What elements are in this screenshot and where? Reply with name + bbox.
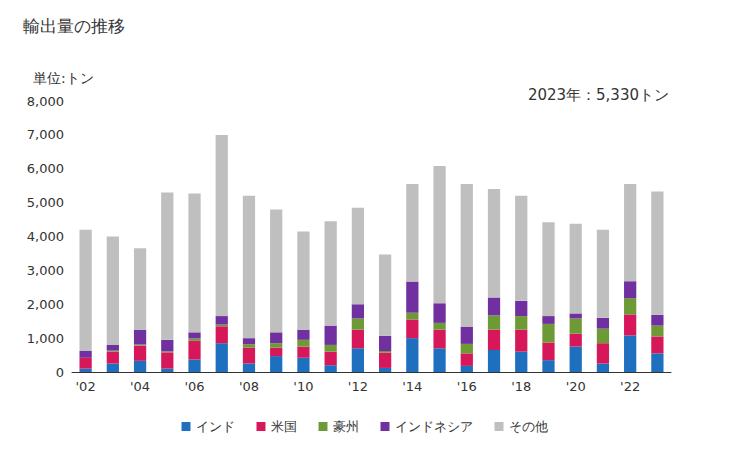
svg-text:'16: '16 xyxy=(457,379,477,394)
svg-text:インドネシア: インドネシア xyxy=(395,419,473,434)
svg-text:0: 0 xyxy=(56,365,64,380)
svg-text:6,000: 6,000 xyxy=(27,161,64,176)
svg-text:'10: '10 xyxy=(293,379,313,394)
svg-text:'06: '06 xyxy=(184,379,204,394)
svg-text:'18: '18 xyxy=(511,379,531,394)
svg-text:3,000: 3,000 xyxy=(27,263,64,278)
svg-text:'20: '20 xyxy=(566,379,586,394)
svg-text:2023年：5,330トン: 2023年：5,330トン xyxy=(528,86,669,104)
svg-text:その他: その他 xyxy=(509,419,548,434)
svg-text:豪州: 豪州 xyxy=(333,419,359,434)
svg-text:米国: 米国 xyxy=(271,419,297,434)
svg-text:'08: '08 xyxy=(239,379,259,394)
svg-text:1,000: 1,000 xyxy=(27,331,64,346)
svg-text:インド: インド xyxy=(196,419,235,434)
svg-text:'02: '02 xyxy=(76,379,96,394)
svg-text:4,000: 4,000 xyxy=(27,229,64,244)
svg-text:'22: '22 xyxy=(620,379,640,394)
svg-text:2,000: 2,000 xyxy=(27,297,64,312)
svg-text:8,000: 8,000 xyxy=(27,94,64,109)
svg-text:7,000: 7,000 xyxy=(27,127,64,142)
svg-text:'14: '14 xyxy=(402,379,422,394)
svg-text:単位:トン: 単位:トン xyxy=(33,70,94,86)
svg-text:'12: '12 xyxy=(348,379,368,394)
svg-text:'04: '04 xyxy=(130,379,150,394)
svg-text:輸出量の推移: 輸出量の推移 xyxy=(23,16,125,36)
svg-text:5,000: 5,000 xyxy=(27,195,64,210)
